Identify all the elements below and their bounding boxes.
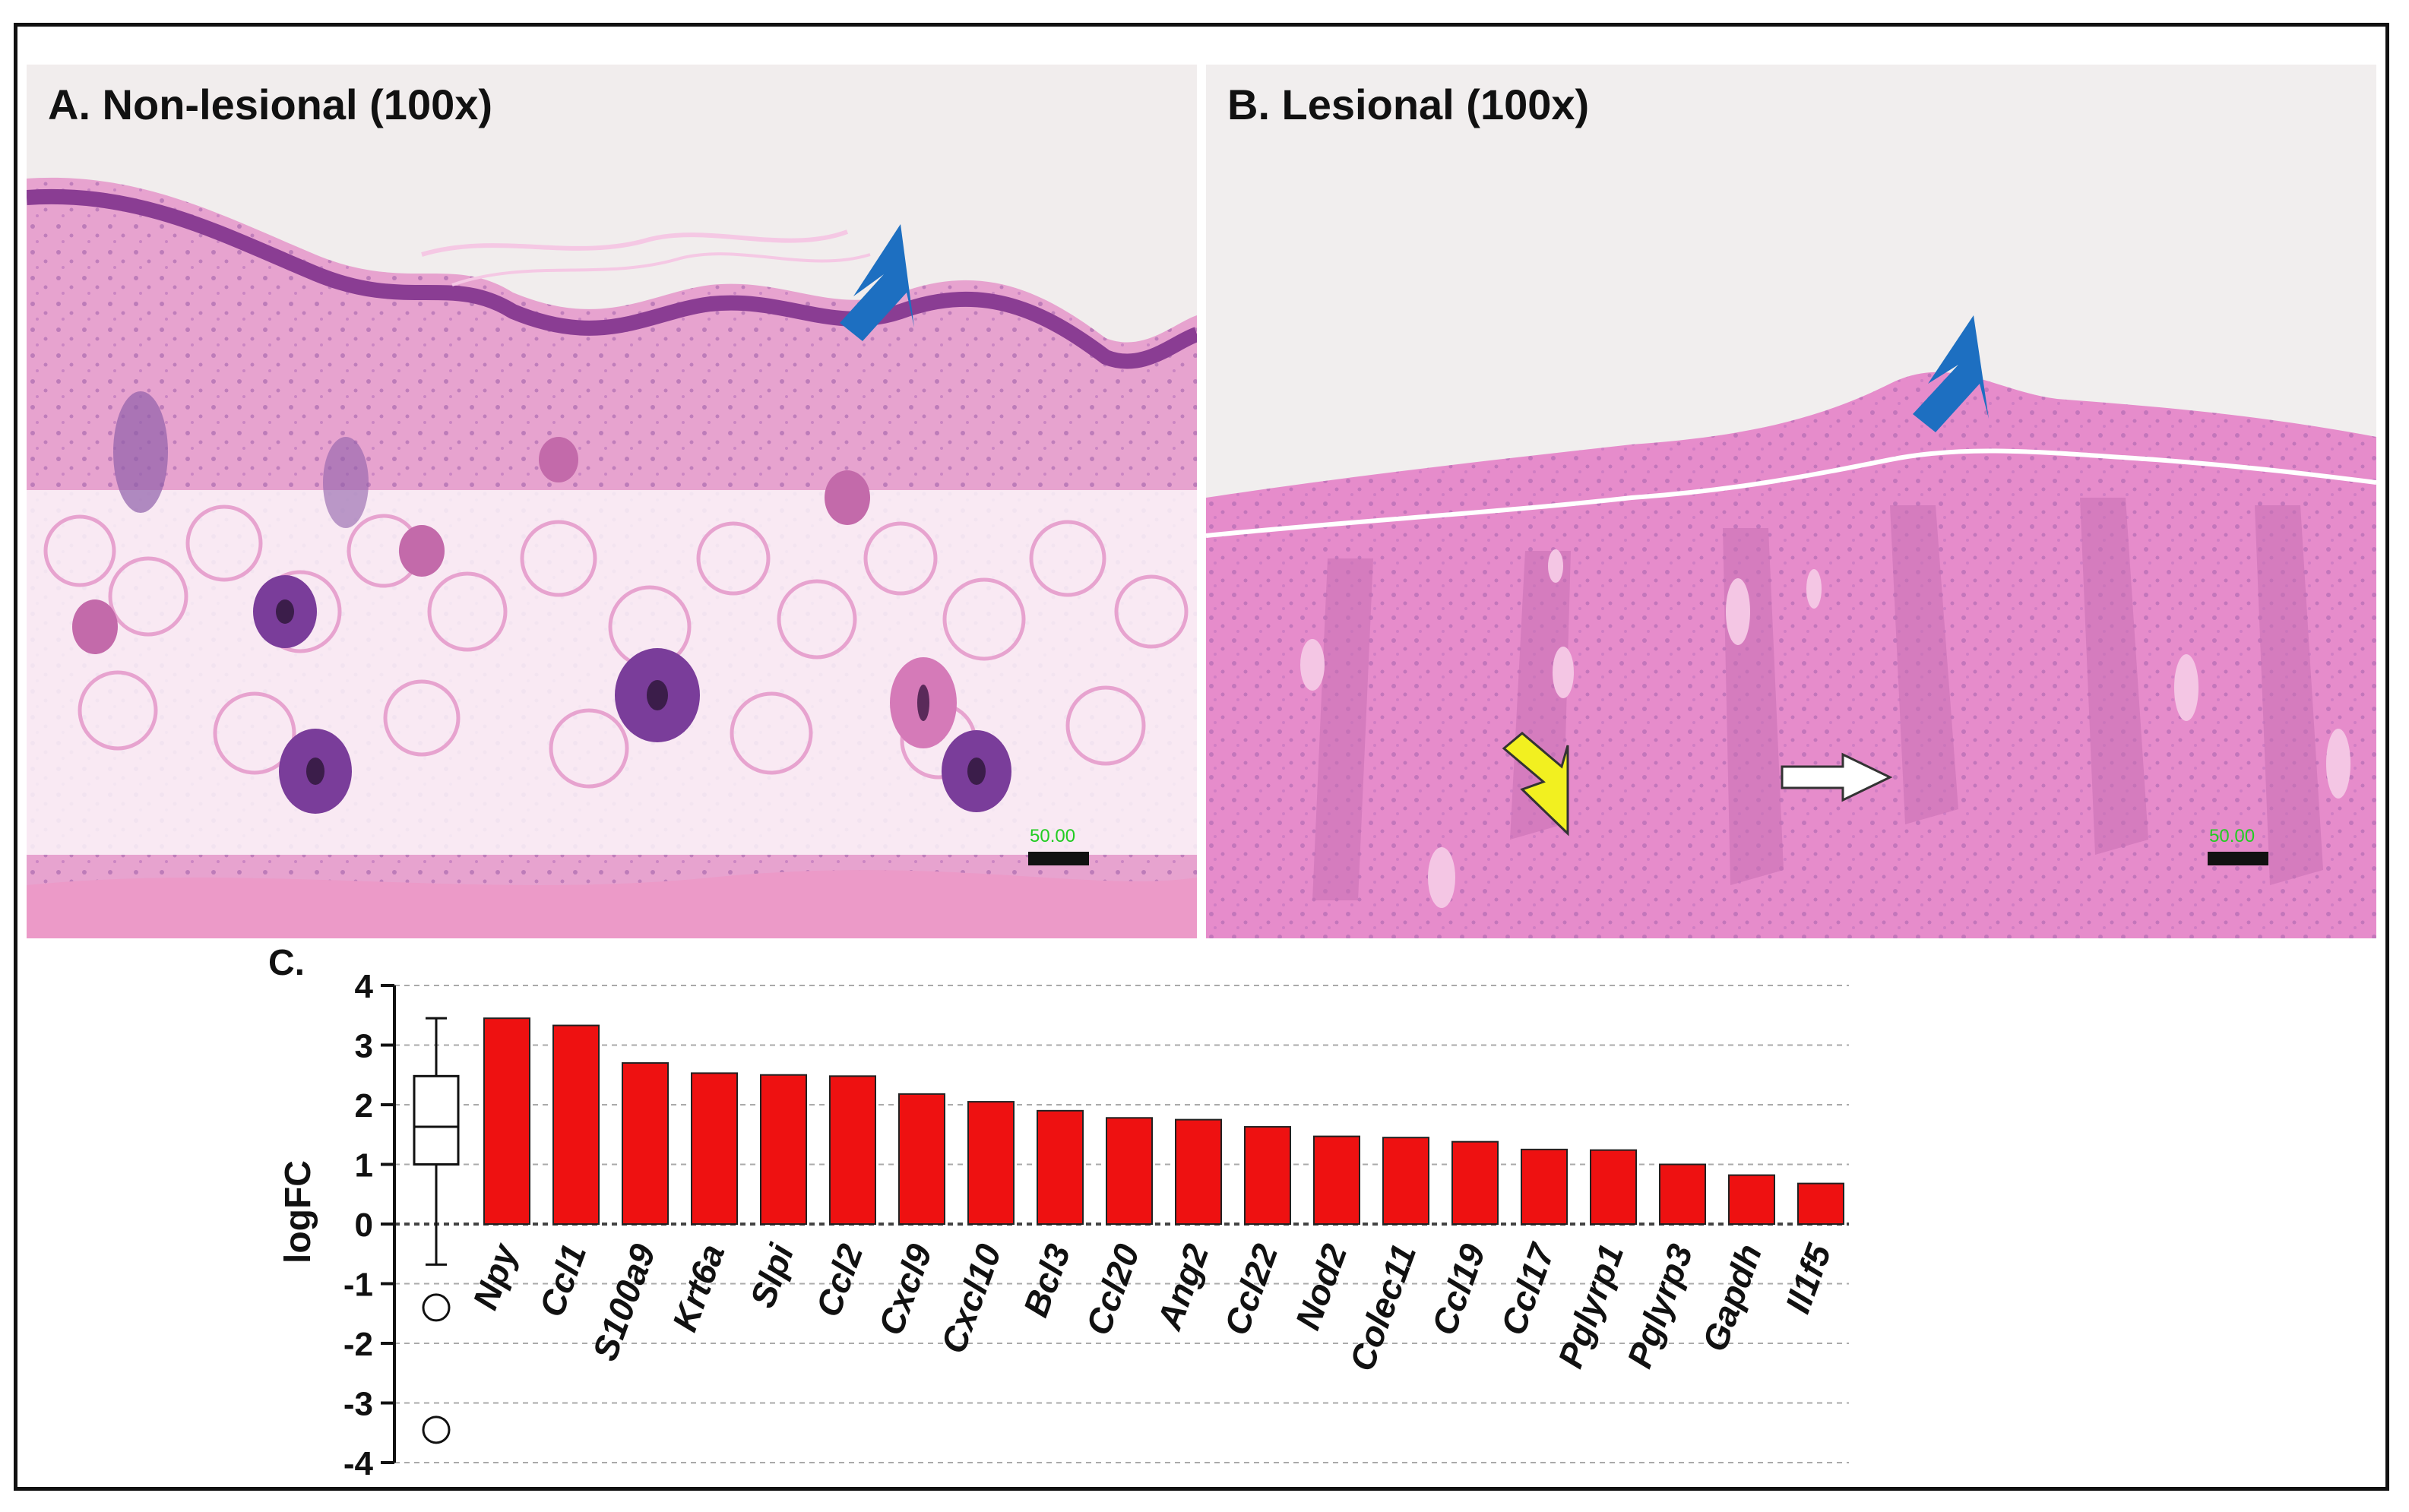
x-tick-label: Ccl19 [1424, 1238, 1493, 1340]
x-tick-label: Pglyrp3 [1619, 1238, 1701, 1373]
x-tick-label: Slpi [742, 1238, 802, 1312]
x-tick-label: Ccl22 [1217, 1238, 1286, 1340]
panel-b-scale-label: 50.00 [2209, 826, 2255, 846]
y-tick-label: 0 [355, 1207, 373, 1244]
panel-c-label: C. [268, 943, 305, 983]
bar-ccl19 [1451, 1140, 1499, 1226]
x-tick-label: Ang2 [1149, 1238, 1217, 1335]
y-tick-label: -4 [343, 1445, 374, 1482]
white-arrow-icon [1781, 752, 1893, 802]
bar-ccl17 [1521, 1148, 1568, 1225]
scale-bar [2208, 852, 2268, 865]
x-tick-label: Ccl20 [1078, 1238, 1148, 1340]
bar-s100a9 [622, 1062, 669, 1226]
bar-ang2 [1175, 1118, 1222, 1225]
figure-frame: A. Non-lesional (100x) 50.00 [14, 23, 2389, 1491]
panel-a-non-lesional-micrograph: A. Non-lesional (100x) 50.00 [27, 65, 1197, 938]
bar-pglyrp3 [1659, 1163, 1706, 1225]
bar-colec11 [1382, 1137, 1429, 1226]
y-tick-label: 3 [355, 1028, 373, 1065]
y-tick-label: 1 [355, 1147, 373, 1185]
x-tick-label: Ccl2 [808, 1238, 870, 1321]
x-tick-label: Krt6a [664, 1239, 732, 1336]
boxplot-outlier [422, 1293, 451, 1322]
bar-ccl20 [1106, 1117, 1153, 1226]
x-tick-label: Ccl17 [1493, 1237, 1563, 1340]
x-tick-label: Nod2 [1287, 1238, 1354, 1334]
boxplot-outlier [422, 1416, 451, 1444]
blue-arrow-icon [840, 224, 914, 341]
bar-krt6a [691, 1072, 738, 1226]
x-tick-label: Cxcl9 [871, 1238, 940, 1340]
bar-npy [483, 1017, 530, 1226]
panel-a-title: A. Non-lesional (100x) [48, 81, 493, 128]
x-tick-label: Ccl1 [531, 1239, 594, 1322]
bar-gapdh [1728, 1174, 1775, 1226]
bar-bcl3 [1037, 1109, 1084, 1225]
x-tick-label: Il1f5 [1777, 1238, 1839, 1318]
x-tick-label: Gapdh [1695, 1239, 1770, 1357]
panel-b-lesional-micrograph: B. Lesional (100x) 50.00 [1206, 65, 2376, 938]
bar-cxcl9 [898, 1093, 945, 1225]
x-tick-label: Cxcl10 [933, 1238, 1009, 1359]
y-tick-label: 4 [355, 968, 374, 1005]
bar-ccl2 [829, 1075, 876, 1225]
y-tick-label: -3 [343, 1386, 373, 1423]
bar-slpi [760, 1074, 807, 1225]
summary-boxplot [413, 1017, 460, 1444]
bar-il1f5 [1797, 1182, 1844, 1225]
panel-a-scale-label: 50.00 [1030, 826, 1076, 846]
boxplot-box [413, 1074, 460, 1166]
x-tick-label: Pglyrp1 [1550, 1239, 1632, 1373]
x-tick-label: Npy [465, 1237, 525, 1314]
bar-pglyrp1 [1590, 1149, 1637, 1226]
y-axis: 4 3 2 1 0 -1 -2 -3 -4 [343, 968, 396, 1482]
y-tick-label: -1 [343, 1267, 373, 1304]
x-tick-label: S100a9 [584, 1238, 663, 1365]
y-tick-label: -2 [343, 1326, 373, 1363]
blue-arrow-icon [1913, 315, 1989, 432]
non-lesional-histology-image [27, 65, 1197, 938]
lesional-histology-image [1206, 65, 2376, 938]
x-tick-label: Colec11 [1341, 1239, 1423, 1376]
y-axis-title: logFC [278, 1160, 318, 1264]
x-tick-label: Bcl3 [1015, 1238, 1078, 1321]
bars [483, 1017, 1844, 1226]
scale-bar [1028, 852, 1089, 865]
y-tick-label: 2 [355, 1087, 373, 1125]
panel-b-title: B. Lesional (100x) [1227, 81, 1590, 128]
bar-cxcl10 [967, 1101, 1015, 1225]
yellow-arrow-icon [1502, 732, 1569, 837]
bar-ccl1 [552, 1024, 600, 1225]
bar-ccl22 [1244, 1126, 1291, 1226]
bar-nod2 [1313, 1135, 1360, 1225]
